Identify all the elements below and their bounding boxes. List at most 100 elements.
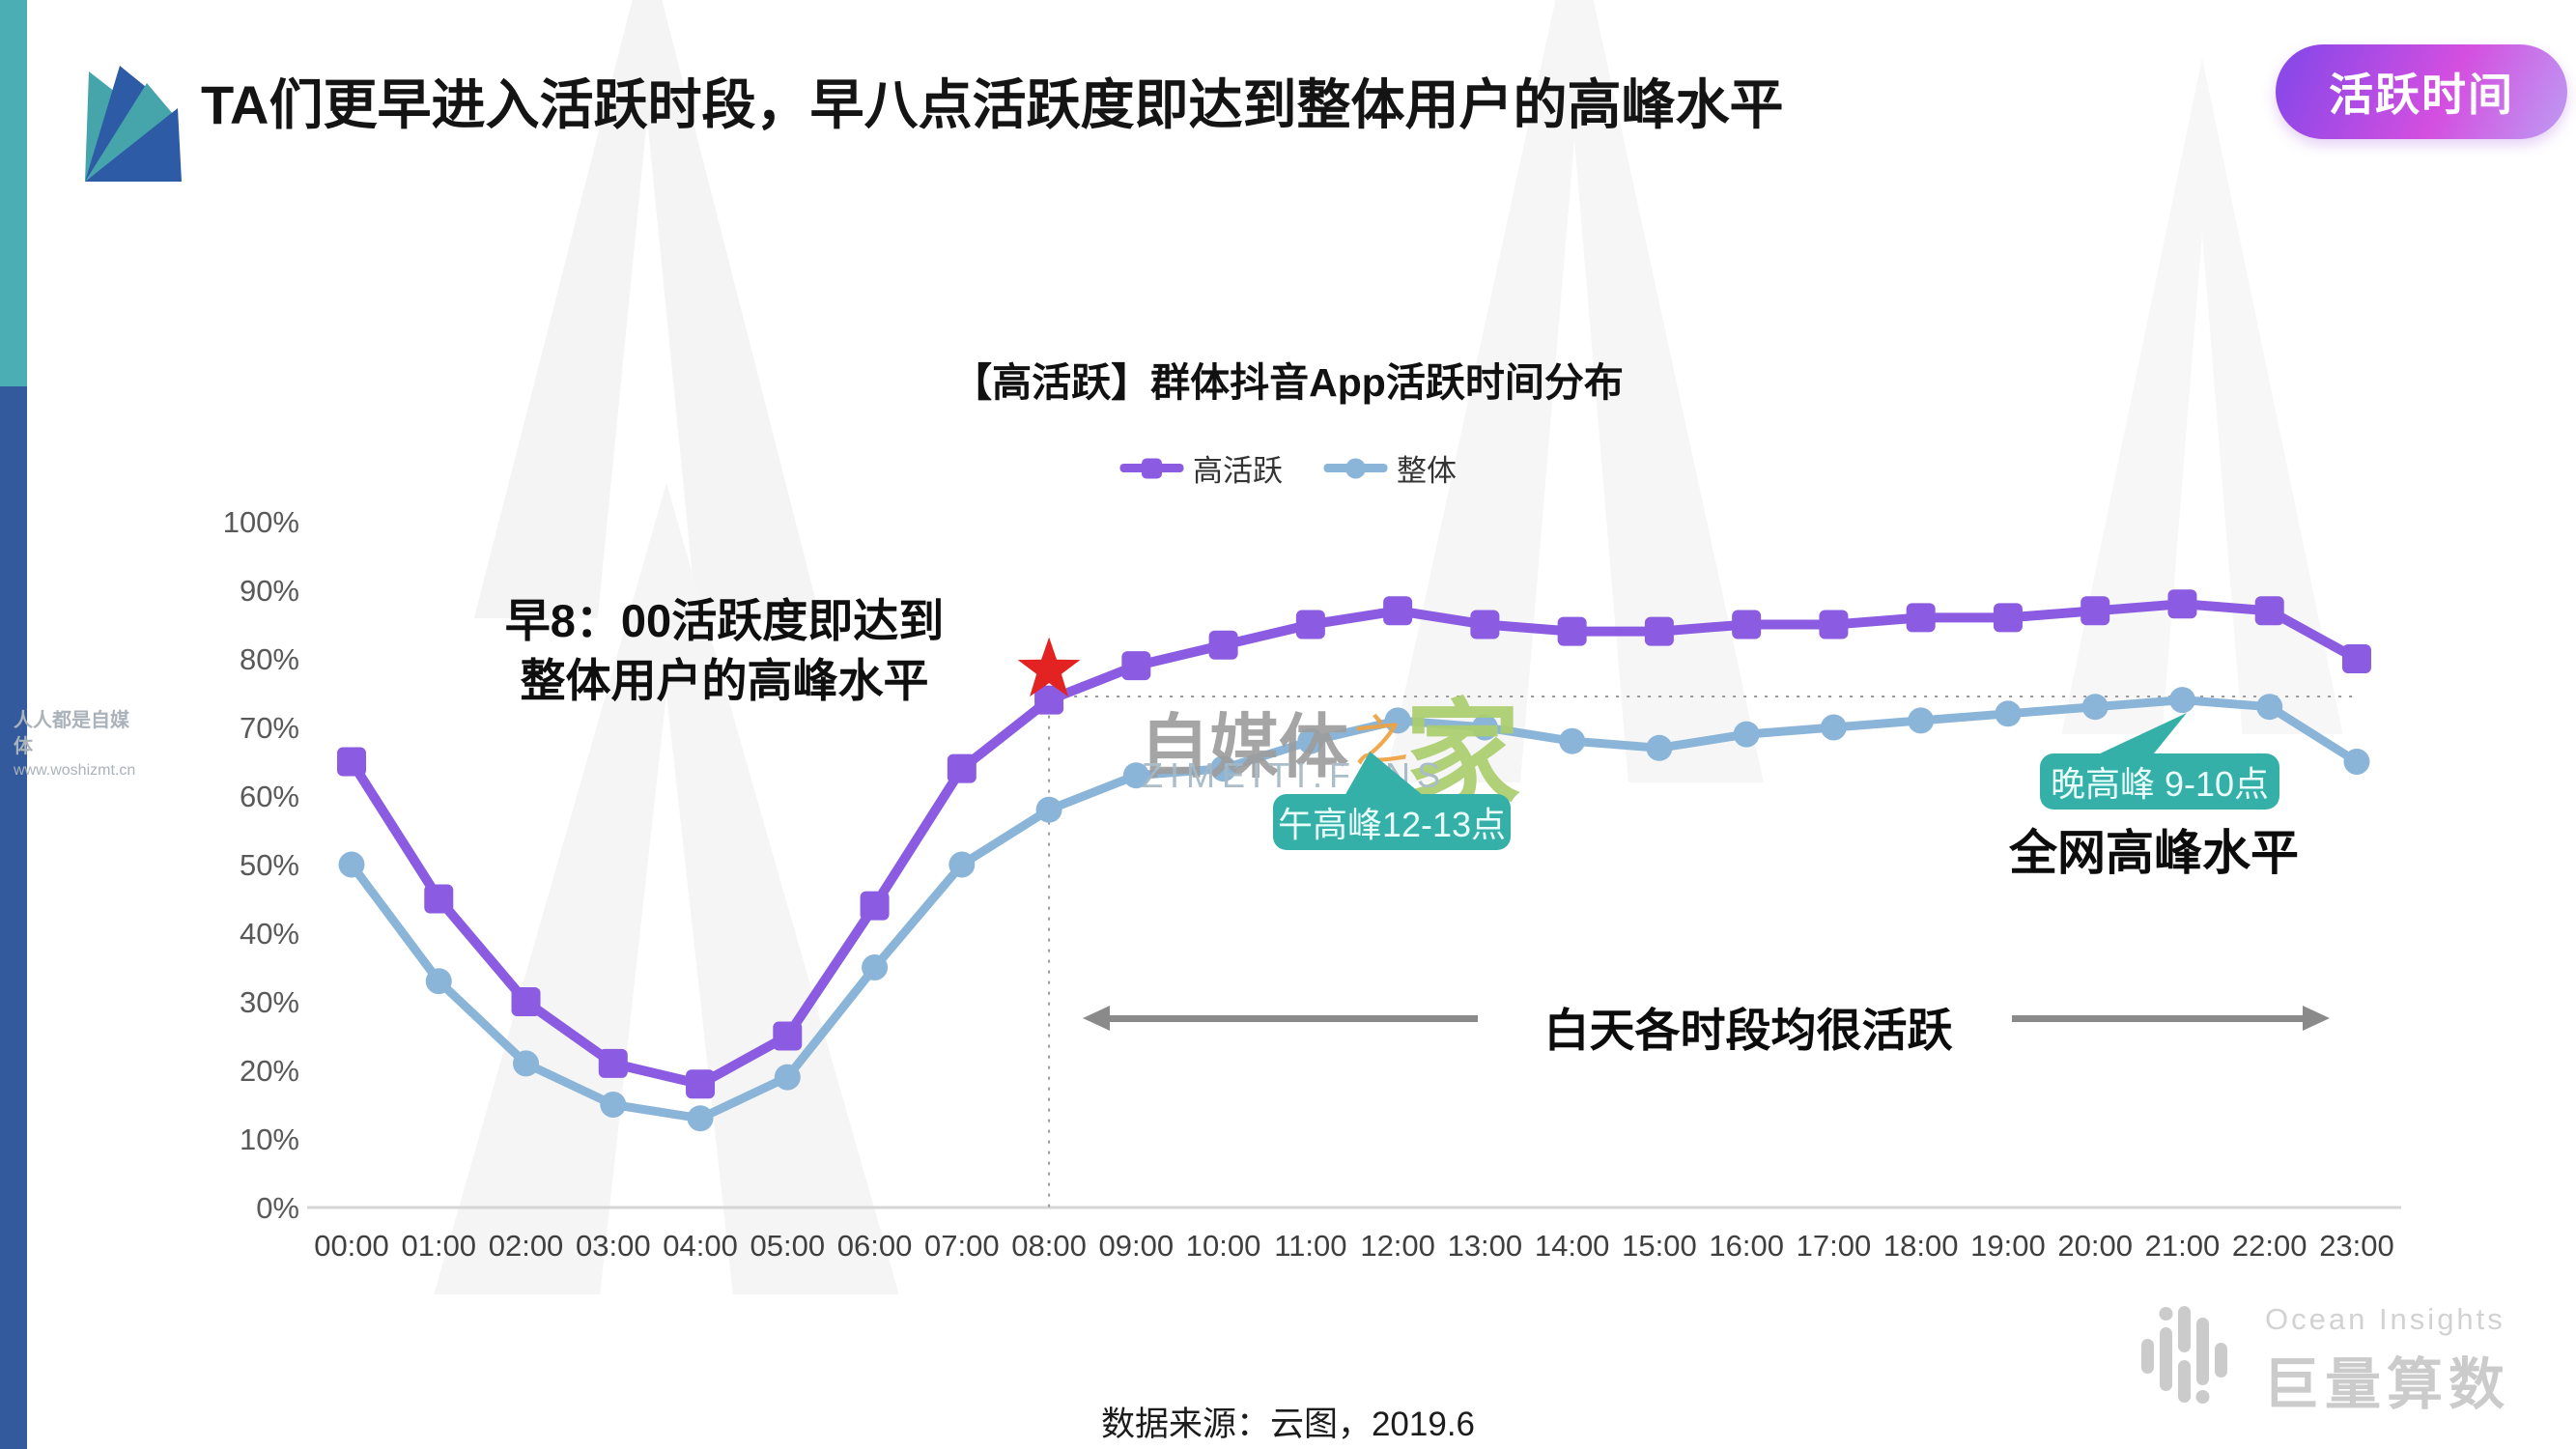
square-marker-icon xyxy=(337,747,366,777)
x-tick-label: 04:00 xyxy=(663,1229,738,1263)
brand-footer: Ocean Insights 巨量算数 xyxy=(2130,1296,2574,1417)
x-tick-label: 02:00 xyxy=(489,1229,564,1263)
square-marker-icon xyxy=(511,987,541,1016)
legend-label: 整体 xyxy=(1397,454,1457,488)
fan-chart-logo-icon xyxy=(85,66,182,182)
x-tick-label: 11:00 xyxy=(1274,1229,1346,1263)
square-marker-icon xyxy=(1121,651,1151,681)
y-tick-label: 40% xyxy=(240,917,299,951)
y-tick-label: 100% xyxy=(223,505,299,539)
y-tick-label: 0% xyxy=(256,1191,299,1225)
circle-marker-icon xyxy=(1122,762,1149,789)
circle-marker-icon xyxy=(600,1092,627,1118)
x-tick-label: 16:00 xyxy=(1709,1229,1784,1263)
x-tick-label: 23:00 xyxy=(2319,1229,2394,1263)
square-marker-icon xyxy=(1644,616,1674,646)
x-tick-label: 20:00 xyxy=(2057,1229,2133,1263)
watermark-text-gray: 自媒体 xyxy=(1140,709,1349,786)
square-marker-icon xyxy=(1906,603,1936,633)
x-tick-label: 19:00 xyxy=(1970,1229,2046,1263)
circle-marker-icon xyxy=(513,1050,540,1077)
x-tick-label: 07:00 xyxy=(924,1229,1000,1263)
legend-circle-marker-icon xyxy=(1345,458,1366,478)
x-tick-label: 14:00 xyxy=(1535,1229,1610,1263)
circle-marker-icon xyxy=(2168,687,2195,714)
x-tick-label: 08:00 xyxy=(1011,1229,1087,1263)
square-marker-icon xyxy=(773,1021,803,1051)
circle-marker-icon xyxy=(1384,707,1411,734)
square-marker-icon xyxy=(424,884,454,914)
square-marker-icon xyxy=(2254,596,2284,626)
square-marker-icon xyxy=(2081,596,2110,626)
circle-marker-icon xyxy=(862,954,889,980)
callout-noon-peak-label: 午高峰12-13点 xyxy=(1277,805,1507,844)
callout-evening-peak: 晚高峰 9-10点 xyxy=(2040,713,2279,810)
x-tick-label: 03:00 xyxy=(576,1229,651,1263)
legend-line-sample xyxy=(1323,458,1387,478)
x-tick-label: 05:00 xyxy=(750,1229,826,1263)
x-tick-label: 18:00 xyxy=(1883,1229,1959,1263)
circle-marker-icon xyxy=(774,1064,801,1091)
circle-marker-icon xyxy=(1733,721,1760,748)
y-tick-label: 90% xyxy=(240,574,299,608)
x-tick-label: 01:00 xyxy=(401,1229,476,1263)
annotation-early-morning: 早8：00活跃度即达到 整体用户的高峰水平 xyxy=(386,591,1062,711)
brand-name-cn: 巨量算数 xyxy=(2263,1353,2511,1416)
legend-item-overall: 整体 xyxy=(1323,446,1457,490)
right-arrow xyxy=(2012,1006,2330,1031)
square-marker-icon xyxy=(1383,596,1413,626)
circle-marker-icon xyxy=(2256,694,2283,721)
square-marker-icon xyxy=(1993,603,2023,633)
annotation-early-morning-line1: 早8：00活跃度即达到 xyxy=(504,595,945,646)
square-marker-icon xyxy=(860,891,890,921)
square-marker-icon xyxy=(2341,644,2371,673)
circle-marker-icon xyxy=(425,968,452,995)
circle-marker-icon xyxy=(1035,796,1062,823)
circle-marker-icon xyxy=(687,1105,714,1132)
brand-name-en: Ocean Insights xyxy=(2265,1302,2505,1336)
topic-badge-label: 活跃时间 xyxy=(2329,70,2514,120)
y-tick-label: 10% xyxy=(240,1122,299,1156)
callout-evening-peak-label: 晚高峰 9-10点 xyxy=(2050,764,2270,804)
circle-marker-icon xyxy=(1646,734,1673,761)
sidebar-caption: 人人都是自媒体 www.woshizmt.cn xyxy=(14,708,139,781)
y-tick-label: 50% xyxy=(240,848,299,882)
circle-marker-icon xyxy=(1297,727,1324,754)
legend-item-high-active: 高活跃 xyxy=(1119,446,1283,490)
chart-legend: 高活跃 整体 xyxy=(1119,446,1457,490)
circle-marker-icon xyxy=(1820,714,1847,741)
x-tick-label: 13:00 xyxy=(1448,1229,1523,1263)
square-marker-icon xyxy=(2167,589,2197,619)
circle-marker-icon xyxy=(2343,749,2370,775)
square-marker-icon xyxy=(1819,610,1849,639)
square-marker-icon xyxy=(686,1069,716,1099)
callout-noon-peak: 午高峰12-13点 xyxy=(1273,752,1511,850)
y-tick-label: 60% xyxy=(240,780,299,813)
y-tick-label: 30% xyxy=(240,985,299,1019)
square-marker-icon xyxy=(1470,610,1500,639)
series-line xyxy=(347,599,2362,1090)
sidebar-caption-line1: 人人都是自媒体 xyxy=(14,710,129,757)
x-tick-label: 21:00 xyxy=(2145,1229,2221,1263)
y-tick-label: 20% xyxy=(240,1054,299,1088)
square-marker-icon xyxy=(1034,685,1064,715)
sidebar-caption-line2: www.woshizmt.cn xyxy=(14,762,136,779)
x-tick-label: 22:00 xyxy=(2232,1229,2307,1263)
y-tick-label: 70% xyxy=(240,711,299,745)
square-marker-icon xyxy=(598,1048,628,1078)
x-tick-label: 17:00 xyxy=(1797,1229,1872,1263)
circle-marker-icon xyxy=(1210,755,1237,782)
circle-marker-icon xyxy=(1471,714,1498,741)
x-tick-label: 10:00 xyxy=(1186,1229,1261,1263)
square-marker-icon xyxy=(1557,616,1587,646)
circle-marker-icon xyxy=(1995,700,2022,727)
y-tick-label: 80% xyxy=(240,642,299,676)
data-source-note: 数据来源：云图，2019.6 xyxy=(1100,1406,1476,1443)
x-tick-label: 15:00 xyxy=(1622,1229,1697,1263)
circle-marker-icon xyxy=(338,851,365,878)
square-marker-icon xyxy=(1295,610,1325,639)
page-title: TA们更早进入活跃时段，早八点活跃度即达到整体用户的高峰水平 xyxy=(201,73,1784,135)
ocean-insights-logo-icon xyxy=(2141,1306,2227,1404)
